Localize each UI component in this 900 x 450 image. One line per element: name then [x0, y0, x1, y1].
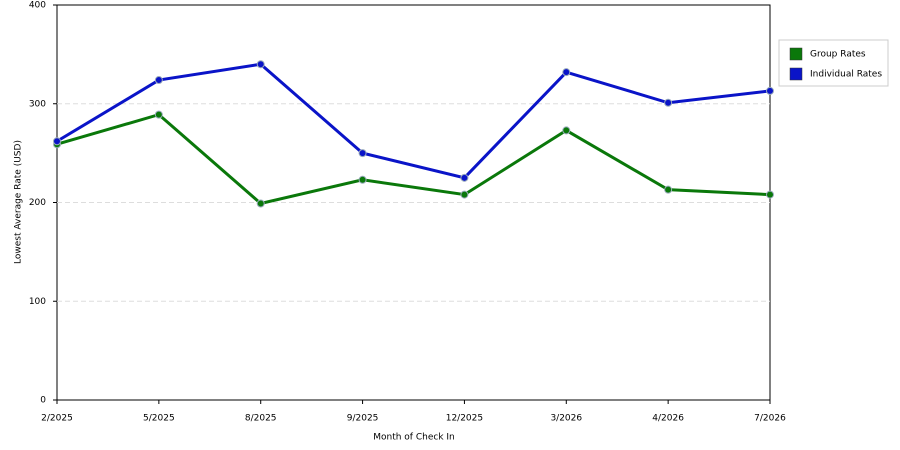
data-point [358, 175, 367, 184]
x-tick-label: 5/2025 [143, 414, 175, 424]
x-tick-label: 2/2025 [41, 414, 73, 424]
y-tick-label: 300 [29, 99, 46, 109]
data-point [256, 199, 265, 208]
x-tick-label: 7/2026 [754, 414, 786, 424]
legend-swatch [789, 47, 803, 61]
data-point [664, 185, 673, 194]
data-point [562, 68, 571, 77]
data-point [766, 190, 774, 199]
legend-label: Individual Rates [810, 70, 882, 80]
x-tick-label: 9/2025 [347, 414, 379, 424]
x-tick-label: 3/2026 [550, 414, 582, 424]
x-axis-title: Month of Check In [373, 433, 455, 443]
data-point [154, 110, 163, 119]
data-point [664, 98, 673, 107]
y-tick-label: 200 [29, 198, 46, 208]
data-point [154, 76, 163, 85]
y-tick-label: 100 [29, 297, 46, 307]
data-point [358, 149, 367, 158]
y-tick-label: 400 [29, 1, 46, 11]
x-tick-label: 12/2025 [446, 414, 483, 424]
series-line [56, 62, 771, 180]
series-line [56, 112, 771, 206]
data-point [562, 126, 571, 135]
data-point [53, 137, 61, 146]
x-tick-label: 4/2026 [652, 414, 684, 424]
x-tick-label: 8/2025 [245, 414, 277, 424]
data-point [766, 86, 774, 95]
y-tick-label: 0 [40, 396, 46, 406]
y-axis-title: Lowest Average Rate (USD) [14, 140, 24, 264]
data-point [460, 190, 469, 199]
data-point [460, 173, 469, 182]
legend-swatch [789, 67, 803, 81]
legend-label: Group Rates [810, 50, 866, 60]
data-point [256, 60, 265, 69]
